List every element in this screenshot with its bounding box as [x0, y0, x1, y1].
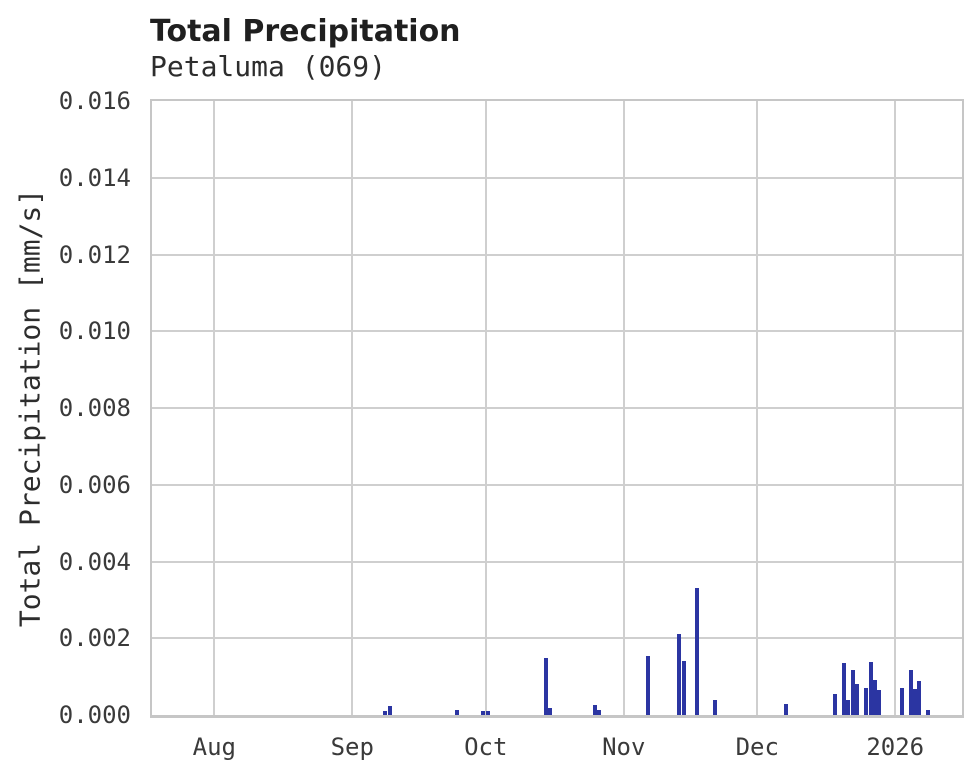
x-axis-tick-labels: Aug Sep Oct Nov Dec 2026	[150, 733, 964, 767]
y-tick-label: 0.004	[58, 547, 131, 576]
precipitation-bar	[846, 699, 851, 715]
precipitation-bar	[868, 662, 873, 715]
x-tick-label: Nov	[602, 733, 646, 761]
precipitation-bar	[864, 688, 869, 715]
y-tick-label: 0.006	[58, 470, 131, 499]
chart-subtitle: Petaluma (069)	[150, 50, 387, 83]
plot-area	[150, 99, 964, 718]
y-gridline	[152, 560, 962, 563]
precipitation-bar	[841, 663, 846, 715]
y-gridline	[152, 176, 962, 179]
precipitation-bar	[899, 688, 904, 715]
precipitation-bar	[913, 688, 918, 715]
precipitation-bar	[677, 633, 682, 715]
y-gridline	[152, 253, 962, 256]
y-gridline	[152, 330, 962, 333]
precipitation-bar	[694, 587, 699, 715]
x-tick-label: Sep	[330, 733, 374, 761]
precipitation-bar	[592, 705, 597, 715]
y-gridline	[152, 637, 962, 640]
precipitation-bar	[926, 710, 931, 715]
precipitation-bar	[481, 711, 486, 715]
y-gridline	[152, 407, 962, 409]
y-tick-label: 0.002	[58, 624, 131, 653]
y-gridline	[152, 483, 962, 486]
precipitation-bar	[646, 655, 650, 715]
y-tick-label: 0.008	[58, 394, 131, 422]
y-tick-label: 0.014	[58, 163, 131, 192]
x-tick-label: Oct	[464, 733, 508, 761]
precipitation-bar	[832, 693, 837, 715]
precipitation-bar	[387, 706, 392, 715]
precipitation-bar	[917, 681, 922, 715]
y-tick-label: 0.010	[58, 317, 131, 346]
precipitation-bar	[850, 670, 855, 715]
precipitation-bar	[454, 710, 459, 715]
y-tick-label: 0.000	[58, 701, 131, 729]
grid-layer	[152, 101, 962, 715]
precipitation-bar	[485, 711, 490, 715]
precipitation-bar	[712, 699, 717, 715]
x-tick-label: Dec	[735, 733, 779, 761]
precipitation-bar	[383, 711, 388, 715]
precipitation-bar	[543, 658, 548, 715]
precipitation-bar	[908, 670, 913, 715]
precipitation-bar	[855, 684, 860, 715]
x-tick-label: Aug	[192, 733, 236, 761]
x-tick-label: 2026	[866, 733, 925, 761]
precipitation-bar	[548, 708, 553, 715]
precipitation-bar	[681, 661, 686, 715]
precipitation-bar	[783, 704, 788, 715]
chart-title: Total Precipitation	[150, 14, 461, 49]
precipitation-bars-layer	[152, 101, 962, 715]
y-tick-label: 0.016	[58, 87, 131, 115]
precipitation-bar	[877, 690, 882, 715]
precipitation-bar	[872, 680, 877, 715]
precipitation-bar	[597, 710, 602, 715]
y-tick-label: 0.012	[58, 240, 131, 269]
y-axis-tick-labels: 0.000 0.002 0.004 0.006 0.008 0.010 0.012 0.014…	[0, 87, 137, 729]
